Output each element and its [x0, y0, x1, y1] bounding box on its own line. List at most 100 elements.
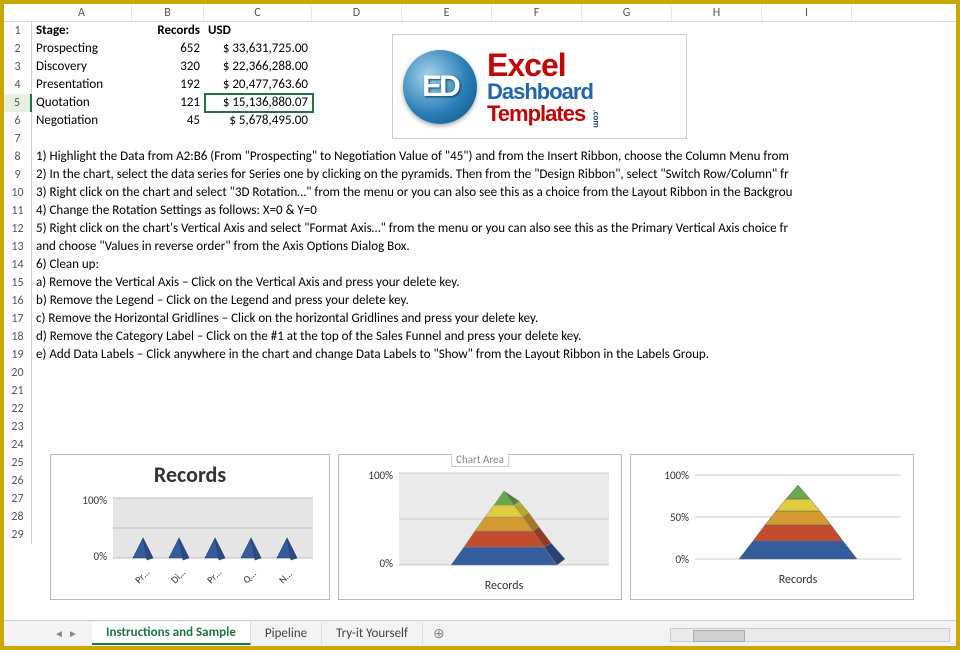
- cell-records-header[interactable]: Records: [132, 22, 204, 40]
- logo-line-1: Excel: [487, 49, 605, 81]
- cell-usd-header[interactable]: USD: [204, 22, 312, 40]
- logo: ED Excel Dashboard Templates .com: [392, 34, 687, 139]
- cell[interactable]: 320: [132, 58, 204, 76]
- row-number[interactable]: 5: [4, 94, 32, 112]
- chart-funnel-pyramid[interactable]: 100% 50% 0% Records: [630, 454, 914, 600]
- tab-prev-icon[interactable]: ◄: [52, 627, 66, 641]
- row-number[interactable]: 10: [4, 184, 32, 202]
- instruction[interactable]: 5) Right click on the chart's Vertical A…: [32, 220, 932, 238]
- cell[interactable]: 652: [132, 40, 204, 58]
- row-number[interactable]: 26: [4, 472, 32, 490]
- cell-stage-header[interactable]: Stage:: [32, 22, 132, 40]
- row-number[interactable]: 7: [4, 130, 32, 148]
- sheet-tab-tryit[interactable]: Try-it Yourself: [322, 623, 423, 644]
- svg-text:Records: Records: [485, 579, 524, 593]
- svg-text:50%: 50%: [670, 511, 689, 524]
- logo-dotcom: .com: [592, 109, 601, 127]
- instruction[interactable]: and choose "Values in reverse order" fro…: [32, 238, 932, 256]
- col-header[interactable]: B: [132, 4, 204, 21]
- row-number[interactable]: 6: [4, 112, 32, 130]
- cell[interactable]: 192: [132, 76, 204, 94]
- row-number[interactable]: 2: [4, 40, 32, 58]
- instruction[interactable]: b) Remove the Legend – Click on the Lege…: [32, 292, 932, 310]
- horizontal-scrollbar[interactable]: [670, 628, 950, 642]
- col-header[interactable]: A: [32, 4, 132, 21]
- col-header[interactable]: C: [204, 4, 312, 21]
- cell[interactable]: 45: [132, 112, 204, 130]
- col-header[interactable]: H: [672, 4, 762, 21]
- svg-text:100%: 100%: [82, 494, 107, 507]
- row-number[interactable]: 11: [4, 202, 32, 220]
- row-number[interactable]: 20: [4, 364, 32, 382]
- cell[interactable]: $ 20,477,763.60: [204, 76, 312, 94]
- chart-area-label: Chart Area: [451, 453, 509, 467]
- row-number[interactable]: 24: [4, 436, 32, 454]
- instruction[interactable]: 6) Clean up:: [32, 256, 932, 274]
- instruction[interactable]: a) Remove the Vertical Axis – Click on t…: [32, 274, 932, 292]
- tab-next-icon[interactable]: ►: [66, 627, 80, 641]
- funnel-pyramid-icon: 100% 50% 0% Records: [631, 455, 915, 601]
- row-number[interactable]: 16: [4, 292, 32, 310]
- row-number[interactable]: 9: [4, 166, 32, 184]
- svg-text:100%: 100%: [368, 469, 393, 482]
- chart-records-small-pyramids[interactable]: Records 100% 0% Pr… Di… Pr… Q… N…: [50, 454, 330, 600]
- col-header[interactable]: F: [492, 4, 582, 21]
- svg-text:Di…: Di…: [168, 566, 188, 586]
- sheet-tab-pipeline[interactable]: Pipeline: [251, 623, 322, 644]
- instruction[interactable]: e) Add Data Labels – Click anywhere in t…: [32, 346, 932, 364]
- row-number[interactable]: 8: [4, 148, 32, 166]
- row-number[interactable]: 15: [4, 274, 32, 292]
- row-number[interactable]: 21: [4, 382, 32, 400]
- instruction[interactable]: 4) Change the Rotation Settings as follo…: [32, 202, 932, 220]
- row-number[interactable]: 25: [4, 454, 32, 472]
- col-header[interactable]: D: [312, 4, 402, 21]
- svg-text:100%: 100%: [664, 469, 689, 482]
- row-number[interactable]: 13: [4, 238, 32, 256]
- cell-selected[interactable]: $ 15,136,880.07: [204, 94, 312, 112]
- instruction[interactable]: d) Remove the Category Label – Click on …: [32, 328, 932, 346]
- cell[interactable]: $ 5,678,495.00: [204, 112, 312, 130]
- row-number[interactable]: 22: [4, 400, 32, 418]
- logo-line-3: Templates: [487, 101, 585, 126]
- row-number[interactable]: 27: [4, 490, 32, 508]
- row-number[interactable]: 1: [4, 22, 32, 40]
- col-header[interactable]: E: [402, 4, 492, 21]
- logo-badge-icon: ED: [403, 50, 477, 124]
- svg-text:0%: 0%: [676, 553, 690, 566]
- svg-text:Records: Records: [779, 573, 818, 587]
- svg-text:Q…: Q…: [240, 567, 259, 586]
- cell[interactable]: Quotation: [32, 94, 132, 112]
- row-number[interactable]: 28: [4, 508, 32, 526]
- logo-line-2: Dashboard: [487, 81, 605, 103]
- sheet-tab-instructions[interactable]: Instructions and Sample: [92, 622, 251, 645]
- cell[interactable]: Negotiation: [32, 112, 132, 130]
- chart-stacked-pyramid[interactable]: Chart Area 100% 0% Records: [338, 454, 622, 600]
- add-sheet-icon[interactable]: ⊕: [423, 625, 455, 642]
- row-number[interactable]: 14: [4, 256, 32, 274]
- instruction[interactable]: 2) In the chart, select the data series …: [32, 166, 932, 184]
- cell[interactable]: 121: [132, 94, 204, 112]
- row-number[interactable]: 29: [4, 526, 32, 544]
- cell[interactable]: Discovery: [32, 58, 132, 76]
- cell[interactable]: $ 22,366,288.00: [204, 58, 312, 76]
- cell[interactable]: Presentation: [32, 76, 132, 94]
- svg-text:0%: 0%: [380, 557, 394, 570]
- stacked-pyramid-icon: 100% 0% Records: [339, 455, 623, 601]
- row-number[interactable]: 12: [4, 220, 32, 238]
- cell[interactable]: $ 33,631,725.00: [204, 40, 312, 58]
- cell[interactable]: Prospecting: [32, 40, 132, 58]
- col-header[interactable]: I: [762, 4, 852, 21]
- chart-title: Records: [51, 455, 329, 488]
- instruction[interactable]: 1) Highlight the Data from A2:B6 (From "…: [32, 148, 932, 166]
- col-header[interactable]: G: [582, 4, 672, 21]
- row-number[interactable]: 3: [4, 58, 32, 76]
- row-number[interactable]: 4: [4, 76, 32, 94]
- row-number[interactable]: 17: [4, 310, 32, 328]
- svg-text:Pr…: Pr…: [204, 566, 224, 586]
- instruction[interactable]: 3) Right click on the chart and select "…: [32, 184, 932, 202]
- instruction[interactable]: c) Remove the Horizontal Gridlines – Cli…: [32, 310, 932, 328]
- row-number[interactable]: 18: [4, 328, 32, 346]
- row-number[interactable]: 19: [4, 346, 32, 364]
- pyramid-multiples-icon: 100% 0% Pr… Di… Pr… Q… N…: [51, 488, 331, 598]
- row-number[interactable]: 23: [4, 418, 32, 436]
